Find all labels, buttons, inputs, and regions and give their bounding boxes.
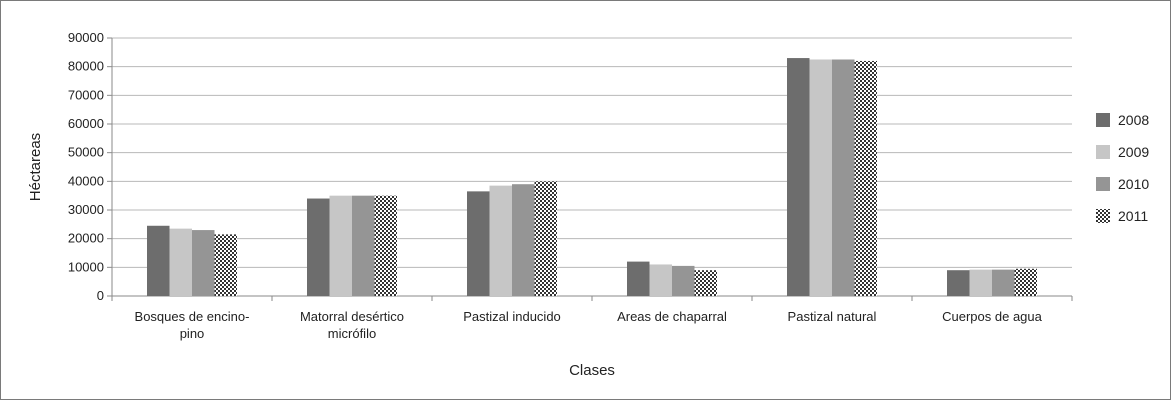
legend-label-2011: 2011 bbox=[1118, 208, 1148, 224]
y-tick-label: 0 bbox=[97, 288, 104, 303]
y-tick-label: 70000 bbox=[68, 87, 104, 102]
bar-2010-5 bbox=[992, 269, 1015, 296]
y-tick-label: 30000 bbox=[68, 202, 104, 217]
y-axis-ticks: 0 10000 20000 30000 40000 50000 60000 70000 8000… bbox=[68, 30, 104, 303]
x-category-label: Bosques de encino- bbox=[135, 309, 250, 324]
y-tick-label: 90000 bbox=[68, 30, 104, 45]
bar-2008-5 bbox=[947, 270, 970, 296]
bar-2010-0 bbox=[192, 230, 215, 296]
bar-2011-5 bbox=[1014, 268, 1037, 296]
bar-2009-0 bbox=[169, 228, 192, 296]
legend-swatch-2009 bbox=[1096, 145, 1110, 159]
bar-2008-0 bbox=[147, 225, 170, 296]
bar-2009-1 bbox=[329, 195, 352, 296]
y-tick-label: 40000 bbox=[68, 173, 104, 188]
bar-2010-3 bbox=[672, 265, 695, 296]
x-category-label: pino bbox=[180, 326, 205, 341]
bar-2011-1 bbox=[374, 195, 397, 296]
legend-label-2010: 2010 bbox=[1118, 176, 1149, 192]
x-category-label: Pastizal natural bbox=[788, 309, 877, 324]
bar-2010-2 bbox=[512, 184, 535, 296]
bar-2008-1 bbox=[307, 198, 330, 296]
x-axis-title: Clases bbox=[569, 362, 615, 379]
legend-label-2009: 2009 bbox=[1118, 144, 1149, 160]
bar-2009-3 bbox=[649, 264, 672, 296]
legend: 2008 2009 2010 2011 bbox=[1096, 112, 1149, 224]
x-category-label: Cuerpos de agua bbox=[942, 309, 1043, 324]
x-category-label: micrófilo bbox=[328, 326, 376, 341]
bar-2011-4 bbox=[854, 60, 877, 296]
y-axis-title: Héctareas bbox=[27, 133, 44, 201]
bars bbox=[147, 58, 1037, 296]
legend-swatch-2010 bbox=[1096, 177, 1110, 191]
bar-2008-4 bbox=[787, 58, 810, 296]
y-tick-label: 50000 bbox=[68, 145, 104, 160]
gridlines bbox=[107, 37, 1073, 301]
bar-2011-2 bbox=[534, 181, 557, 296]
bar-2011-0 bbox=[214, 234, 237, 296]
bar-2009-4 bbox=[809, 59, 832, 296]
bar-2010-1 bbox=[352, 195, 375, 296]
y-tick-label: 10000 bbox=[68, 259, 104, 274]
x-category-label: Matorral desértico bbox=[300, 309, 404, 324]
legend-swatch-2011 bbox=[1096, 209, 1110, 223]
bar-2010-4 bbox=[832, 59, 855, 296]
x-category-label: Pastizal inducido bbox=[463, 309, 561, 324]
x-category-label: Areas de chaparral bbox=[617, 309, 727, 324]
legend-label-2008: 2008 bbox=[1118, 112, 1149, 128]
y-tick-label: 60000 bbox=[68, 116, 104, 131]
bar-2011-3 bbox=[694, 270, 717, 296]
y-tick-label: 20000 bbox=[68, 231, 104, 246]
x-axis-categories: Bosques de encino-pino Matorral desértico… bbox=[135, 309, 1043, 341]
bar-2009-2 bbox=[489, 185, 512, 296]
bar-2009-5 bbox=[969, 269, 992, 296]
legend-swatch-2008 bbox=[1096, 113, 1110, 127]
bar-2008-2 bbox=[467, 191, 490, 296]
y-tick-label: 80000 bbox=[68, 59, 104, 74]
bar-2008-3 bbox=[627, 261, 650, 296]
